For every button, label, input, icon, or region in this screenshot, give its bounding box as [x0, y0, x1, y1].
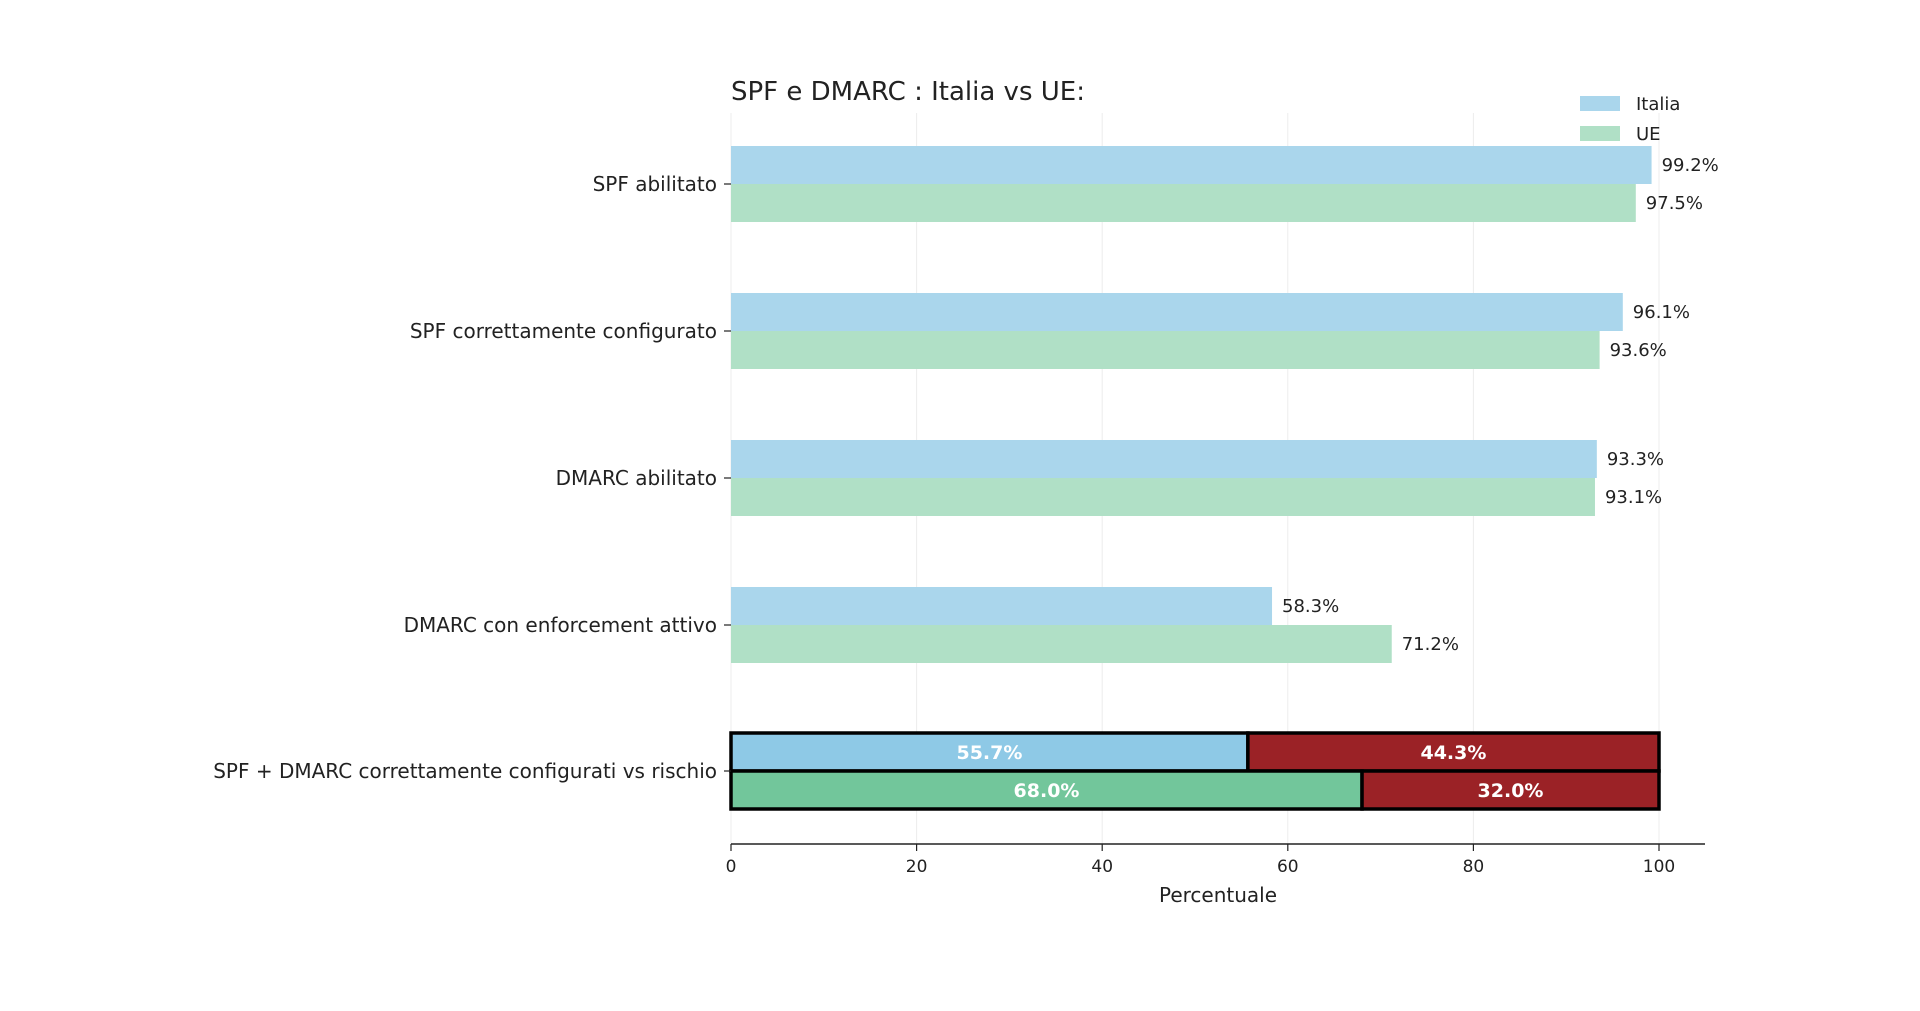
legend-label-italia: Italia: [1636, 94, 1680, 115]
legend-label-ue: UE: [1636, 124, 1661, 145]
bar-ue: [731, 478, 1595, 516]
data-label: 93.1%: [1605, 487, 1662, 508]
x-tick-label: 20: [906, 857, 928, 877]
y-tick-label: DMARC abilitato: [556, 466, 717, 490]
data-label: 58.3%: [1282, 596, 1339, 617]
data-label: 71.2%: [1402, 634, 1459, 655]
y-tick-label: SPF abilitato: [593, 172, 717, 196]
stacked-bar-risk: [1246, 731, 1661, 773]
legend: Italia UE: [1580, 94, 1680, 145]
x-tick-label: 80: [1463, 857, 1485, 877]
x-tick-label: 40: [1091, 857, 1113, 877]
y-tick-label: SPF correttamente configurato: [410, 319, 717, 343]
y-tick-label: DMARC con enforcement attivo: [404, 613, 717, 637]
stacked-label-risk: 32.0%: [1478, 780, 1544, 802]
data-label: 97.5%: [1646, 193, 1703, 214]
x-tick-label: 0: [726, 857, 737, 877]
data-label: 93.3%: [1607, 449, 1664, 470]
stacked-label-ok: 55.7%: [956, 742, 1022, 764]
stacked-bar-risk: [1360, 769, 1661, 811]
x-axis-label: Percentuale: [1159, 883, 1277, 907]
bar-italia: [731, 293, 1623, 331]
legend-swatch-italia: [1580, 96, 1620, 111]
chart-title: SPF e DMARC : Italia vs UE:: [731, 77, 1085, 107]
bar-ue: [731, 331, 1600, 369]
bars: 99.2% 97.5% 96.1% 93.6% 93.3% 93.1% 58.3% 71.2%…: [729, 146, 1719, 811]
x-tick-label: 60: [1277, 857, 1299, 877]
bar-italia: [731, 146, 1652, 184]
x-tick-label: 100: [1643, 857, 1675, 877]
bar-ue: [731, 625, 1392, 663]
data-label: 99.2%: [1662, 155, 1719, 176]
stacked-label-risk: 44.3%: [1420, 742, 1486, 764]
stacked-label-ok: 68.0%: [1014, 780, 1080, 802]
legend-swatch-ue: [1580, 126, 1620, 141]
y-tick-label: SPF + DMARC correttamente configurati vs…: [213, 759, 717, 783]
axes: 0 20 40 60 80 100 SPF abilitato SPF correttamen…: [213, 172, 1705, 877]
data-label: 96.1%: [1633, 302, 1690, 323]
bar-italia: [731, 440, 1597, 478]
bar-italia: [731, 587, 1273, 625]
bar-ue: [731, 184, 1636, 222]
data-label: 93.6%: [1610, 340, 1667, 361]
